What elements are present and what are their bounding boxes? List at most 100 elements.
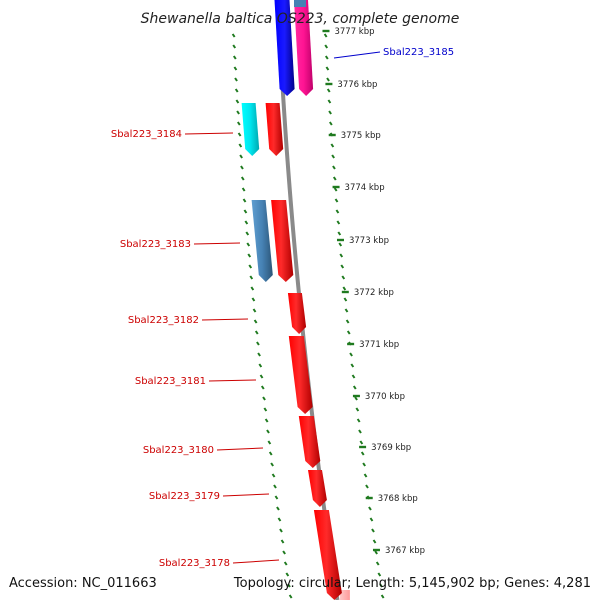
minor-tick xyxy=(234,88,239,93)
minor-tick xyxy=(259,374,264,379)
minor-tick xyxy=(232,55,237,60)
gene-label: Sbal223_3182 xyxy=(128,315,199,326)
minor-tick xyxy=(234,77,238,82)
gene-leader-line xyxy=(232,559,280,564)
minor-tick xyxy=(327,99,332,104)
minor-tick xyxy=(352,385,357,390)
minor-tick xyxy=(277,517,282,522)
minor-tick xyxy=(250,286,255,291)
minor-tick xyxy=(268,451,273,456)
genome-summary-text: Topology: circular; Length: 5,145,902 bp… xyxy=(233,576,591,591)
map-layer: 3777 kbp 3776 kbp 3775 kbp 3774 kbp 3773 kbp… xyxy=(111,0,454,600)
kbp-tick-label: 3776 kbp xyxy=(337,80,377,90)
minor-tick xyxy=(332,176,337,181)
gene-label: Sbal223_3179 xyxy=(149,491,220,502)
minor-tick xyxy=(325,66,330,71)
minor-tick xyxy=(279,528,283,533)
gene-arrow xyxy=(288,336,313,414)
gene-arrow xyxy=(287,293,307,334)
minor-tick xyxy=(369,517,374,522)
minor-tick xyxy=(356,418,361,423)
minor-tick xyxy=(324,44,329,49)
minor-tick xyxy=(287,583,291,588)
gene-arrow-steelblue xyxy=(251,200,273,282)
minor-tick xyxy=(232,44,237,49)
minor-tick xyxy=(235,99,240,104)
minor-tick xyxy=(339,253,344,258)
minor-tick xyxy=(371,528,375,533)
gene-leader-line xyxy=(216,447,264,451)
minor-tick xyxy=(351,374,356,379)
gene-arrow xyxy=(271,200,294,282)
gene-arrow xyxy=(308,470,327,507)
minor-tick xyxy=(324,55,329,60)
minor-tick xyxy=(248,264,253,269)
minor-tick xyxy=(288,594,293,599)
minor-tick xyxy=(241,187,246,192)
minor-tick xyxy=(333,187,338,192)
minor-tick xyxy=(249,275,254,280)
kbp-tick-label: 3773 kbp xyxy=(349,236,389,246)
minor-tick xyxy=(233,66,238,71)
minor-tick xyxy=(380,594,385,599)
minor-tick xyxy=(253,319,258,324)
minor-tick xyxy=(363,473,368,478)
kbp-tick-label: 3768 kbp xyxy=(378,494,418,504)
gene-leader-line xyxy=(201,318,249,321)
minor-tick xyxy=(252,308,257,313)
minor-tick xyxy=(263,407,268,412)
minor-tick xyxy=(323,33,328,38)
minor-tick xyxy=(328,110,332,115)
minor-tick xyxy=(271,473,276,478)
minor-tick xyxy=(240,165,244,170)
kbp-tick-label: 3769 kbp xyxy=(371,443,411,453)
kbp-tick-label: 3772 kbp xyxy=(354,288,394,298)
gene-label: Sbal223_3180 xyxy=(143,445,214,456)
minor-tick xyxy=(374,550,378,555)
gene-arrow-cyan xyxy=(241,103,260,156)
map-title: Shewanella baltica OS223, complete genom… xyxy=(141,11,460,27)
minor-tick xyxy=(260,385,265,390)
minor-tick xyxy=(332,165,336,170)
gene-leader-line xyxy=(184,132,234,135)
minor-tick xyxy=(245,231,250,236)
minor-tick xyxy=(368,506,372,511)
gene-arrow xyxy=(298,416,321,468)
minor-tick xyxy=(338,242,343,247)
minor-tick xyxy=(266,429,270,434)
minor-tick xyxy=(267,440,272,445)
gene-label: Sbal223_3178 xyxy=(159,558,230,569)
minor-tick xyxy=(244,220,249,225)
kbp-tick-label: 3771 kbp xyxy=(359,340,399,350)
minor-tick xyxy=(355,407,360,412)
minor-tick xyxy=(254,330,259,335)
minor-tick xyxy=(236,110,240,115)
minor-tick xyxy=(237,132,242,137)
kbp-tick-label: 3770 kbp xyxy=(365,392,405,402)
minor-tick xyxy=(372,539,377,544)
minor-tick xyxy=(354,396,358,401)
minor-tick xyxy=(346,330,351,335)
minor-tick xyxy=(377,572,382,577)
minor-tick xyxy=(345,319,350,324)
minor-tick xyxy=(362,462,366,467)
gene-arrow-faded-end xyxy=(339,590,350,600)
minor-tick xyxy=(375,561,380,566)
minor-tick xyxy=(282,550,286,555)
minor-tick xyxy=(358,429,362,434)
minor-tick xyxy=(330,143,335,148)
gene-label: Sbal223_3181 xyxy=(135,376,206,387)
minor-tick xyxy=(331,154,335,159)
minor-tick xyxy=(257,352,261,357)
minor-tick xyxy=(242,198,247,203)
minor-tick xyxy=(360,451,365,456)
minor-tick xyxy=(326,88,331,93)
minor-tick xyxy=(336,220,341,225)
gene-arrow-blue xyxy=(274,0,295,96)
minor-tick xyxy=(247,253,252,258)
minor-tick xyxy=(365,484,369,489)
minor-tick xyxy=(246,242,251,247)
kbp-tick-label: 3774 kbp xyxy=(345,183,385,193)
minor-tick xyxy=(264,418,269,423)
